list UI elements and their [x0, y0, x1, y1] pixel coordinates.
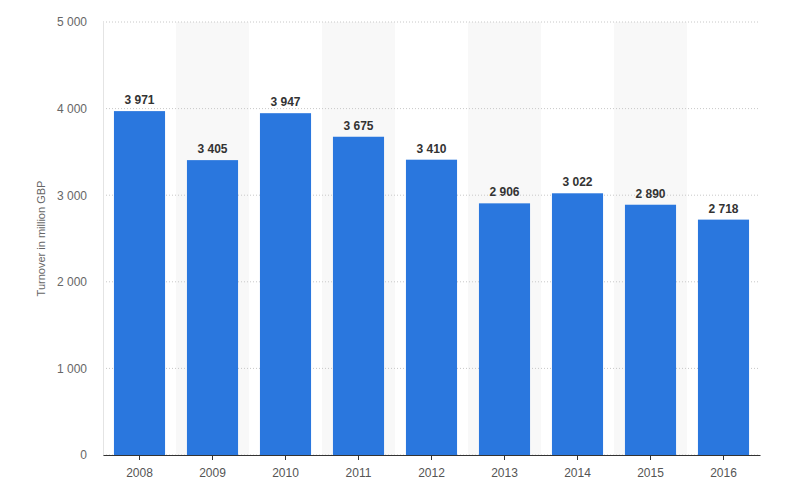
background-band: [614, 22, 687, 455]
x-tick: 2013: [491, 455, 518, 480]
chart: 01 0002 0003 0004 0005 00020082009201020…: [0, 0, 800, 503]
y-tick: 0: [80, 448, 103, 462]
bars: [114, 111, 749, 455]
x-tick-mark: [212, 455, 213, 460]
y-tick: 5 000: [57, 15, 103, 29]
x-tick: 2012: [418, 455, 445, 480]
x-axis: 2008 2009 2010 2011 2012 2013 2014 2015 2016: [104, 455, 761, 480]
x-tick-mark: [723, 455, 724, 460]
x-tick-mark: [285, 455, 286, 460]
background-band: [322, 22, 395, 455]
x-tick-label: 2010: [272, 466, 299, 480]
background-band: [176, 22, 249, 455]
data-label: 2 890: [635, 187, 665, 201]
data-labels: 3 971 3 405 3 947 3 675 3 410 2 906 3 022 2 890…: [124, 93, 738, 216]
data-label: 3 675: [343, 119, 373, 133]
y-tick-label: 0: [80, 448, 87, 462]
x-tick-mark: [504, 455, 505, 460]
bar: [406, 160, 457, 455]
x-tick: 2014: [564, 455, 591, 480]
x-tick: 2009: [199, 455, 226, 480]
bar: [260, 113, 311, 455]
y-tick-label: 3 000: [57, 189, 87, 203]
y-tick: 2 000: [57, 275, 103, 289]
y-tick-label: 1 000: [57, 362, 87, 376]
y-axis-title: Turnover in million GBP: [35, 181, 47, 297]
bar: [187, 160, 238, 455]
x-tick-label: 2013: [491, 466, 518, 480]
background-band: [468, 22, 541, 455]
x-tick-mark: [139, 455, 140, 460]
x-tick: 2011: [346, 455, 372, 480]
data-label: 3 405: [197, 142, 227, 156]
y-tick: 1 000: [57, 362, 103, 376]
bar: [114, 111, 165, 455]
x-tick-mark: [431, 455, 432, 460]
bar: [333, 137, 384, 455]
y-tick: 4 000: [57, 102, 103, 116]
grid-line: [103, 22, 760, 23]
x-tick-mark: [577, 455, 578, 460]
x-tick-label: 2014: [564, 466, 591, 480]
bar: [625, 205, 676, 455]
bar: [552, 193, 603, 455]
grid-line: [103, 108, 760, 109]
y-tick-label: 2 000: [57, 275, 87, 289]
data-label: 3 971: [124, 93, 154, 107]
x-tick-label: 2011: [346, 466, 372, 480]
background-bands: [176, 22, 687, 455]
x-tick: 2015: [637, 455, 664, 480]
grid: [103, 22, 760, 455]
y-tick: 3 000: [57, 189, 103, 203]
data-label: 3 947: [270, 95, 300, 109]
x-tick-label: 2012: [418, 466, 445, 480]
x-tick-label: 2016: [710, 466, 737, 480]
y-axis-line: [103, 23, 104, 456]
x-tick-mark: [650, 455, 651, 460]
y-tick-label: 4 000: [57, 102, 87, 116]
x-tick-label: 2008: [126, 466, 153, 480]
y-axis: 0 1 000 2 000 3 000 4 000 5 000: [57, 15, 104, 462]
data-label: 2 906: [489, 185, 519, 199]
x-tick-mark: [358, 455, 359, 460]
data-label: 3 022: [562, 175, 592, 189]
data-label: 3 410: [416, 142, 446, 156]
x-tick: 2008: [126, 455, 153, 480]
x-tick: 2016: [710, 455, 737, 480]
bar: [479, 203, 530, 455]
y-tick-label: 5 000: [57, 15, 87, 29]
x-tick: 2010: [272, 455, 299, 480]
data-label: 2 718: [708, 202, 738, 216]
plot: 01 0002 0003 0004 0005 00020082009201020…: [57, 15, 761, 479]
x-tick-label: 2009: [199, 466, 226, 480]
x-tick-label: 2015: [637, 466, 664, 480]
bar: [698, 220, 749, 455]
